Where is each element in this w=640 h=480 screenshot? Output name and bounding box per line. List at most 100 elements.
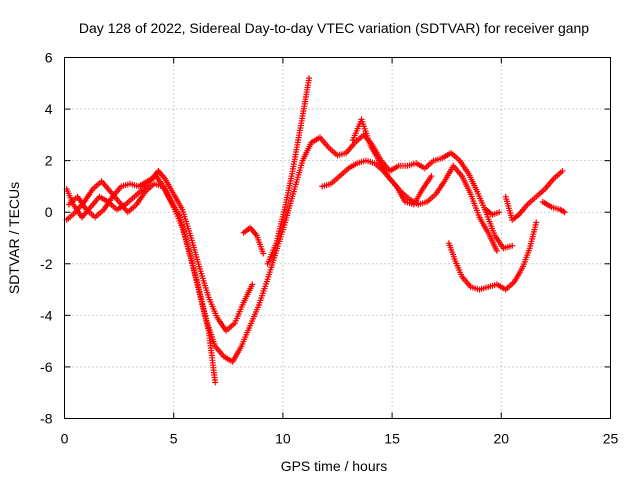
data-point-marker bbox=[229, 345, 244, 365]
data-point-marker bbox=[131, 187, 145, 200]
data-point-marker bbox=[223, 321, 237, 334]
data-point-marker bbox=[196, 291, 212, 332]
data-point-marker bbox=[317, 134, 331, 149]
y-tick-label: -6 bbox=[40, 359, 53, 375]
data-point-marker bbox=[109, 185, 123, 200]
data-point-marker bbox=[476, 214, 491, 234]
data-point-marker bbox=[432, 180, 447, 198]
x-tick-label: 10 bbox=[275, 431, 291, 447]
data-point-marker bbox=[153, 173, 167, 191]
grid-lines bbox=[64, 57, 611, 419]
data-point-marker bbox=[306, 75, 313, 82]
x-tick-label: 15 bbox=[384, 431, 400, 447]
data-point-marker bbox=[439, 150, 453, 162]
data-point-marker bbox=[559, 167, 566, 174]
data-point-marker bbox=[205, 294, 220, 319]
data-point-marker bbox=[485, 282, 498, 290]
data-point-marker bbox=[500, 243, 513, 252]
y-tick-label: 2 bbox=[45, 153, 53, 169]
data-point-marker bbox=[542, 177, 556, 192]
data-point-marker bbox=[264, 242, 279, 267]
data-point-marker bbox=[170, 191, 185, 211]
data-point-marker bbox=[100, 195, 115, 213]
data-point-marker bbox=[336, 166, 350, 180]
data-point-marker bbox=[253, 232, 266, 255]
data-point-marker bbox=[459, 273, 473, 289]
data-point-marker bbox=[74, 193, 89, 211]
data-point-marker bbox=[301, 77, 312, 107]
data-point-marker bbox=[533, 187, 547, 200]
data-point-marker bbox=[496, 209, 503, 216]
data-point-marker bbox=[402, 198, 415, 207]
data-point-marker bbox=[376, 157, 390, 178]
y-tick-label: -2 bbox=[40, 256, 53, 272]
data-point-marker bbox=[467, 191, 482, 219]
data-point-marker bbox=[122, 195, 136, 208]
data-point-marker bbox=[526, 221, 539, 252]
data-point-marker bbox=[155, 168, 167, 181]
data-point-marker bbox=[188, 235, 203, 270]
x-tick-label: 25 bbox=[603, 431, 619, 447]
data-point-marker bbox=[483, 206, 494, 217]
data-point-marker bbox=[371, 160, 385, 173]
data-point-marker bbox=[295, 103, 308, 143]
data-point-marker bbox=[89, 179, 103, 192]
series-track-11 bbox=[483, 206, 503, 218]
data-point-marker bbox=[231, 301, 246, 327]
data-point-marker bbox=[144, 174, 158, 185]
data-point-marker bbox=[247, 304, 261, 329]
data-point-marker bbox=[502, 193, 515, 221]
data-point-marker bbox=[493, 281, 507, 292]
data-point-marker bbox=[384, 173, 398, 188]
data-point-marker bbox=[445, 240, 458, 262]
data-point-marker bbox=[92, 208, 106, 221]
data-point-marker bbox=[249, 281, 256, 288]
data-point-marker bbox=[424, 192, 437, 205]
data-point-marker bbox=[421, 159, 435, 172]
data-point-marker bbox=[116, 198, 130, 214]
data-point-marker bbox=[485, 229, 499, 252]
data-point-marker bbox=[452, 258, 465, 278]
data-point-marker bbox=[393, 183, 408, 203]
data-point-marker bbox=[386, 163, 400, 174]
axis-ticks bbox=[64, 57, 611, 419]
data-point-marker bbox=[162, 175, 176, 196]
data-point-marker bbox=[255, 278, 270, 308]
data-point-marker bbox=[467, 284, 481, 292]
data-point-marker bbox=[428, 173, 435, 180]
y-tick-labels: -8 -6 -4 -2 0 2 4 6 bbox=[40, 50, 53, 427]
data-point-marker bbox=[170, 204, 185, 229]
data-point-marker bbox=[188, 255, 203, 296]
data-point-marker bbox=[502, 280, 516, 293]
data-point-marker bbox=[133, 190, 148, 208]
series-track-7 bbox=[349, 116, 435, 208]
data-point-marker bbox=[550, 169, 564, 182]
data-point-marker bbox=[142, 182, 156, 195]
y-tick-label: -8 bbox=[40, 411, 53, 427]
data-point-marker bbox=[493, 247, 500, 254]
data-point-marker bbox=[367, 142, 381, 162]
data-point-marker bbox=[515, 203, 530, 218]
data-point-marker bbox=[358, 116, 373, 146]
data-point-marker bbox=[533, 219, 540, 226]
data-point-marker bbox=[456, 157, 471, 175]
x-tick-label: 0 bbox=[61, 431, 69, 447]
data-point-marker bbox=[410, 187, 425, 208]
data-point-marker bbox=[288, 139, 301, 180]
data-point-marker bbox=[124, 203, 138, 216]
data-point-marker bbox=[260, 250, 267, 257]
data-markers bbox=[63, 75, 568, 386]
data-point-marker bbox=[345, 161, 359, 172]
data-point-marker bbox=[354, 158, 367, 167]
data-point-marker bbox=[282, 191, 297, 226]
data-point-marker bbox=[96, 193, 110, 204]
data-point-marker bbox=[87, 195, 101, 211]
data-point-marker bbox=[63, 210, 77, 223]
data-point-marker bbox=[557, 206, 567, 215]
data-point-marker bbox=[524, 195, 538, 208]
data-point-marker bbox=[282, 175, 295, 211]
data-point-marker bbox=[212, 379, 219, 386]
data-point-marker bbox=[352, 133, 365, 146]
x-tick-label: 20 bbox=[494, 431, 510, 447]
